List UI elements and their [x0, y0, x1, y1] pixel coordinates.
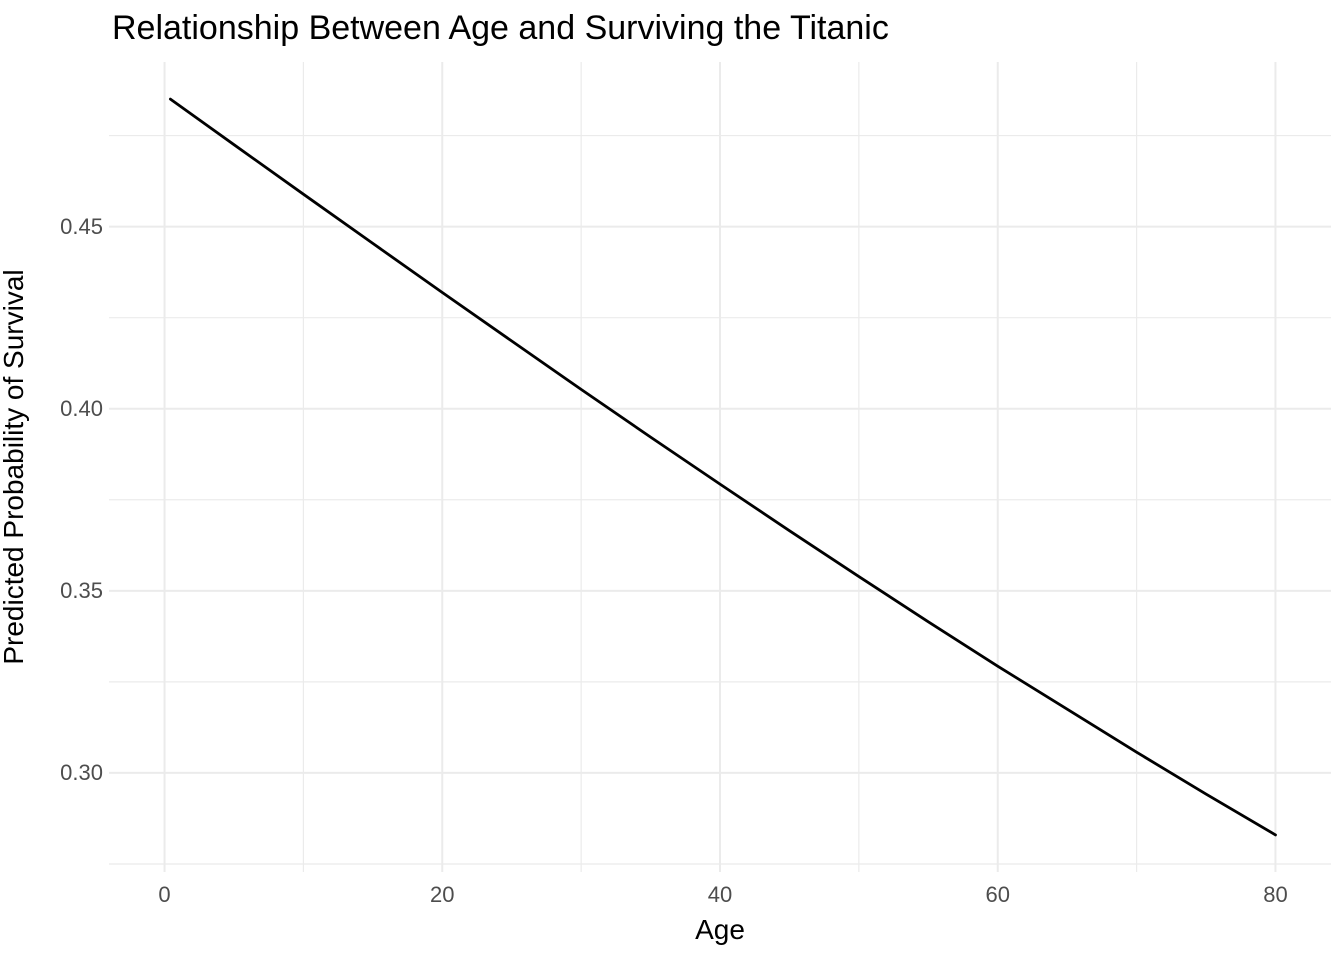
y-axis-title: Predicted Probability of Survival: [0, 269, 29, 665]
x-tick-label: 80: [1263, 882, 1288, 907]
y-tick-label: 0.30: [60, 759, 103, 785]
chart-title: Relationship Between Age and Surviving t…: [112, 9, 889, 47]
x-tick-label: 0: [158, 882, 171, 907]
y-tick-label: 0.40: [60, 395, 103, 421]
y-tick-label: 0.35: [60, 577, 103, 603]
x-tick-label: 60: [985, 882, 1010, 907]
x-axis-title: Age: [695, 914, 745, 945]
y-tick-label: 0.45: [60, 213, 103, 239]
x-tick-label: 40: [707, 882, 733, 907]
survival-curve: [169, 97, 1277, 837]
x-tick-label: 20: [430, 882, 455, 907]
